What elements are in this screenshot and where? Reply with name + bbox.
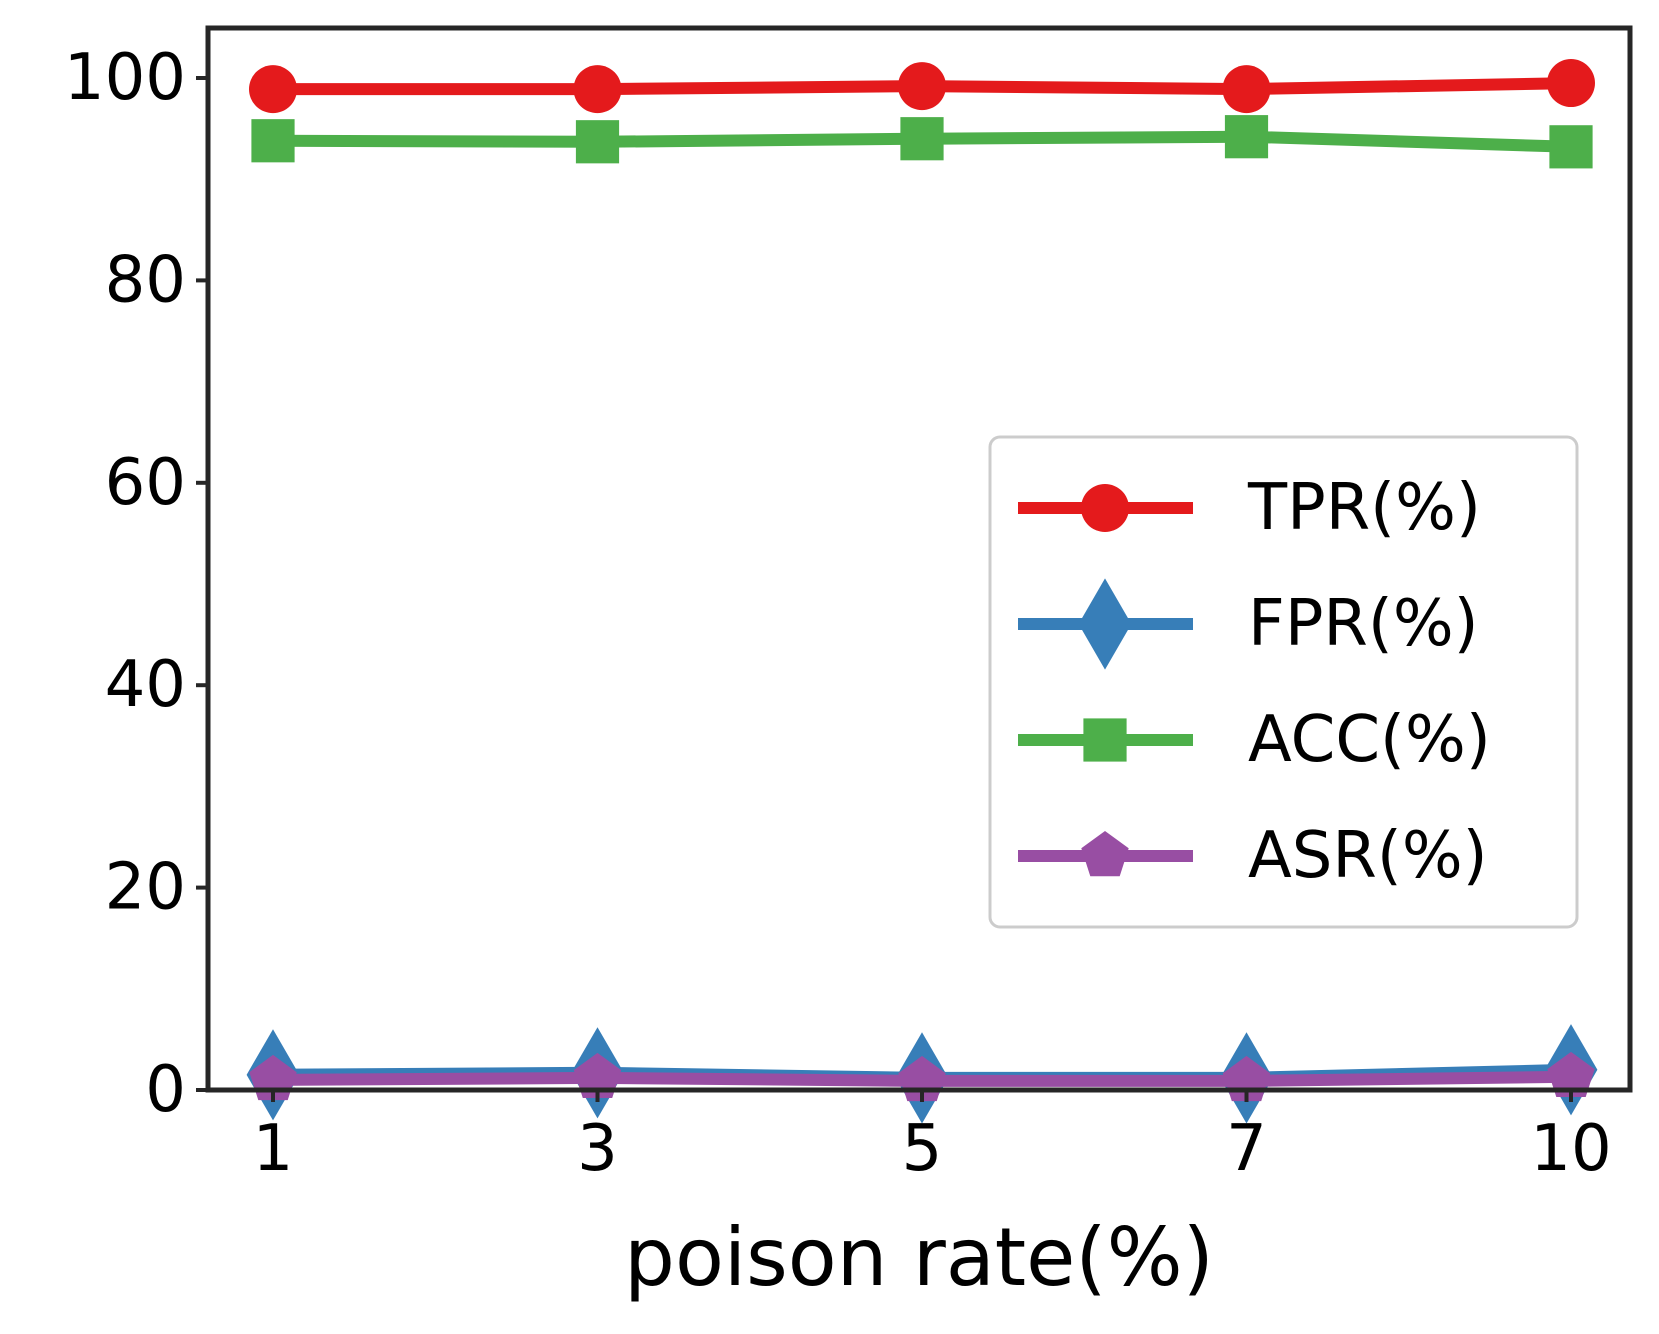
legend-label-fpr: FPR(%) bbox=[1248, 587, 1479, 661]
legend-item-tpr: TPR(%) bbox=[1018, 471, 1481, 545]
x-tick-label: 5 bbox=[902, 1112, 943, 1186]
data-point-acc bbox=[1549, 125, 1593, 169]
data-point-acc bbox=[575, 120, 620, 164]
y-tick-label: 60 bbox=[105, 446, 186, 520]
legend-item-acc: ACC(%) bbox=[1018, 703, 1491, 777]
legend-label-acc: ACC(%) bbox=[1248, 703, 1491, 777]
x-axis-title: poison rate(%) bbox=[624, 1211, 1214, 1304]
x-tick-label: 3 bbox=[577, 1112, 618, 1186]
y-tick-label: 80 bbox=[105, 243, 186, 317]
legend-marker-tpr bbox=[1081, 484, 1129, 532]
data-point-tpr bbox=[1547, 59, 1595, 108]
data-point-asr bbox=[573, 1052, 622, 1098]
data-point-acc bbox=[900, 117, 944, 161]
data-point-tpr bbox=[898, 62, 946, 111]
legend: TPR(%) FPR(%) ACC(%) ASR(%) bbox=[988, 435, 1579, 929]
y-tick-label: 20 bbox=[105, 851, 186, 925]
legend-marker-acc bbox=[1083, 718, 1127, 762]
data-point-tpr bbox=[249, 65, 297, 114]
data-point-acc bbox=[1224, 115, 1269, 159]
legend-marker-fpr bbox=[1078, 578, 1132, 670]
legend-frame bbox=[988, 435, 1579, 929]
y-tick-label: 40 bbox=[105, 648, 186, 722]
x-tick-label: 7 bbox=[1226, 1112, 1267, 1186]
data-point-acc bbox=[251, 119, 295, 163]
data-point-tpr bbox=[573, 65, 622, 114]
legend-label-asr: ASR(%) bbox=[1248, 819, 1488, 893]
y-tick-label: 100 bbox=[64, 41, 186, 115]
x-tick-label: 10 bbox=[1530, 1112, 1611, 1186]
y-tick-label: 0 bbox=[145, 1053, 186, 1127]
data-point-tpr bbox=[1222, 65, 1271, 114]
axis-ticks: 0 20 40 60 80 100 1 3 5 7 10 bbox=[64, 41, 1612, 1186]
series-acc bbox=[251, 115, 1593, 169]
series-asr bbox=[249, 1051, 1595, 1102]
series-tpr bbox=[249, 59, 1595, 114]
legend-item-asr: ASR(%) bbox=[1018, 819, 1488, 893]
legend-item-fpr: FPR(%) bbox=[1018, 578, 1479, 670]
x-tick-label: 1 bbox=[253, 1112, 294, 1186]
plot-frame bbox=[205, 25, 1633, 1093]
legend-label-tpr: TPR(%) bbox=[1247, 471, 1481, 545]
data-point-asr bbox=[1547, 1051, 1595, 1097]
series-layer bbox=[246, 59, 1598, 1124]
legend-marker-asr bbox=[1081, 831, 1129, 877]
